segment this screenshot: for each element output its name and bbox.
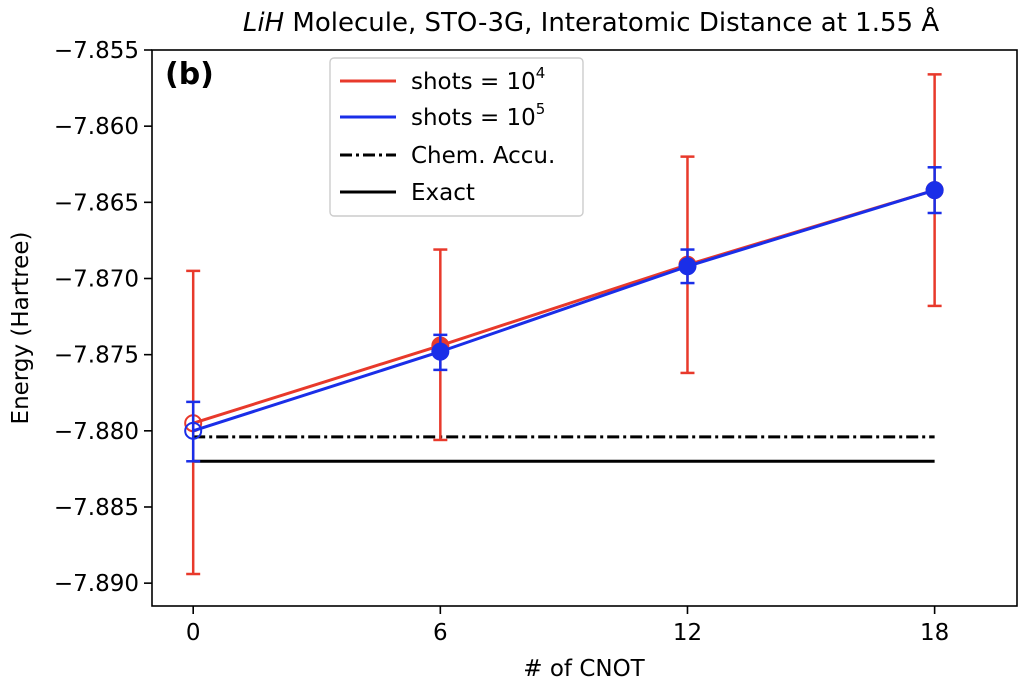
y-axis-label: Energy (Hartree) bbox=[8, 232, 34, 425]
x-tick-label: 6 bbox=[433, 620, 448, 646]
y-tick-label: −7.870 bbox=[54, 266, 139, 292]
y-tick-label: −7.885 bbox=[54, 495, 139, 521]
series-layer bbox=[184, 73, 944, 576]
data-point bbox=[925, 181, 944, 200]
legend: shots = 104 shots = 105 Chem. Accu. Exac… bbox=[329, 57, 584, 217]
x-tick-label: 18 bbox=[920, 620, 949, 646]
legend-label-chem-accu: Chem. Accu. bbox=[411, 143, 555, 169]
chart-title: LiH Molecule, STO-3G, Interatomic Distan… bbox=[243, 6, 939, 38]
legend-label-exact: Exact bbox=[411, 180, 475, 206]
series-shots-1e5 bbox=[184, 166, 944, 463]
legend-label-shots-1e5: shots = 105 bbox=[411, 100, 545, 131]
data-point bbox=[431, 342, 450, 361]
y-tick-label: −7.860 bbox=[54, 114, 139, 140]
legend-label-exponent: 5 bbox=[536, 100, 546, 118]
legend-label-shots-1e4: shots = 104 bbox=[411, 64, 545, 95]
x-axis-label: # of CNOT bbox=[523, 656, 645, 682]
x-tick-label: 0 bbox=[186, 620, 201, 646]
legend-label-base: shots = 10 bbox=[411, 69, 536, 95]
data-point bbox=[678, 257, 697, 276]
y-axis: −7.855 −7.860 −7.865 −7.870 −7.875 −7.880 −7.8… bbox=[54, 38, 152, 597]
title-molecule: LiH bbox=[243, 8, 284, 38]
panel-label: (b) bbox=[165, 57, 214, 92]
legend-label-exponent: 4 bbox=[536, 64, 546, 82]
y-tick-label: −7.875 bbox=[54, 343, 139, 369]
reference-lines bbox=[193, 435, 935, 463]
y-tick-label: −7.855 bbox=[54, 38, 139, 64]
series-line-shots-1e5 bbox=[192, 188, 936, 433]
y-tick-label: −7.890 bbox=[54, 571, 139, 597]
axes-frame bbox=[151, 49, 1018, 607]
legend-box bbox=[329, 57, 584, 217]
y-tick-label: −7.865 bbox=[54, 190, 139, 216]
y-tick-label: −7.880 bbox=[54, 419, 139, 445]
x-axis: 0 6 12 18 bbox=[186, 606, 949, 646]
legend-label-base: shots = 10 bbox=[411, 105, 536, 131]
data-point bbox=[184, 421, 203, 440]
x-tick-label: 12 bbox=[673, 620, 702, 646]
title-text: Molecule, STO-3G, Interatomic Distance a… bbox=[284, 6, 939, 38]
